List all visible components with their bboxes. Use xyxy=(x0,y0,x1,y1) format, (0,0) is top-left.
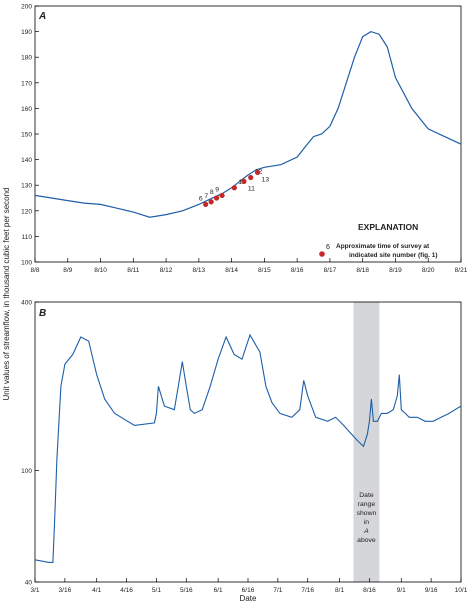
panel-a-y-tick-label: 200 xyxy=(21,4,32,11)
panel-b-y-tick-label: 40 xyxy=(25,580,33,587)
legend-marker xyxy=(319,251,325,257)
panel-a-x-tick-label: 8/11 xyxy=(127,267,140,274)
survey-site-label: 13 xyxy=(262,176,270,183)
annotation-line: in xyxy=(364,519,370,526)
annotation-line: above xyxy=(357,537,376,544)
survey-site-label: 9 xyxy=(215,186,219,193)
panel-b-y-ticks: 40 100 400 xyxy=(21,300,39,587)
survey-site-label: 7 xyxy=(204,193,208,200)
panel-a-y-tick-label: 160 xyxy=(21,106,32,113)
annotation-line: A xyxy=(363,528,369,535)
survey-marker xyxy=(241,178,247,184)
panel-a-x-tick-label: 8/17 xyxy=(324,267,337,274)
date-range-shading xyxy=(353,302,380,582)
panel-a-x-tick-label: 8/13 xyxy=(193,267,206,274)
panel-b-x-tick-label: 5/1 xyxy=(152,587,161,594)
survey-marker xyxy=(231,185,237,191)
survey-marker xyxy=(213,195,220,201)
panel-b-x-tick-label: 7/1 xyxy=(273,587,282,594)
panel-a-y-ticks: 100 110 120 130 140 150 160 170 180 190 200 xyxy=(21,4,39,267)
legend-marker-label: 6 xyxy=(326,244,330,251)
legend-text-line1: Approximate time of survey at xyxy=(336,243,430,250)
panel-a-x-tick-label: 8/10 xyxy=(94,267,107,274)
panel-b-x-tick-label: 6/1 xyxy=(214,587,223,594)
panel-a-x-tick-label: 8/9 xyxy=(63,267,72,274)
panel-b-x-tick-label: 9/16 xyxy=(425,587,438,594)
panel-a-x-tick-label: 8/18 xyxy=(356,267,369,274)
panel-b-y-tick-label: 100 xyxy=(21,468,32,475)
panel-b-x-tick-label: 3/1 xyxy=(30,587,39,594)
panel-a-x-tick-label: 8/12 xyxy=(160,267,173,274)
panel-b-x-tick-label: 8/16 xyxy=(363,587,376,594)
panel-a-y-tick-label: 170 xyxy=(21,80,32,87)
panel-b: B 40 100 400 3/1 3/16 4/1 4/16 5/1 5/16 6/1 6/16 7… xyxy=(21,300,468,595)
annotation-line: Date xyxy=(359,492,374,499)
survey-marker xyxy=(219,192,225,199)
survey-marker xyxy=(203,201,209,207)
y-axis-label: Unit values of streamflow, in thousand c… xyxy=(2,187,11,400)
panel-b-x-tick-label: 5/16 xyxy=(180,587,193,594)
panel-a-y-tick-label: 100 xyxy=(21,260,32,267)
panel-a-letter: A xyxy=(38,11,46,22)
legend-title: EXPLANATION xyxy=(358,222,418,232)
survey-site-label: 11 xyxy=(248,185,255,192)
survey-site-label: 8 xyxy=(210,189,214,196)
panel-a-x-ticks: 8/8 8/9 8/10 8/11 8/12 8/13 8/14 8/15 8/16 8/17 8/… xyxy=(30,258,468,274)
panel-b-y-tick-label: 400 xyxy=(21,300,32,307)
panel-a-y-tick-label: 110 xyxy=(22,234,33,241)
panel-a-x-tick-label: 8/15 xyxy=(258,267,271,274)
panel-a-x-tick-label: 8/8 xyxy=(30,267,39,274)
panel-b-x-tick-label: 9/1 xyxy=(397,587,406,594)
panel-b-streamflow-line xyxy=(34,333,462,563)
panel-b-x-tick-label: 10/1 xyxy=(455,587,468,594)
panel-a-x-tick-label: 8/14 xyxy=(225,267,238,274)
panel-b-x-tick-label: 3/16 xyxy=(59,587,72,594)
x-axis-label: Date xyxy=(240,594,257,603)
survey-marker xyxy=(254,169,261,175)
panel-b-x-tick-label: 8/1 xyxy=(335,587,344,594)
panel-a-survey-markers: 678910111213 xyxy=(199,169,269,207)
panel-b-x-tick-label: 4/16 xyxy=(120,587,133,594)
panel-a-y-tick-label: 150 xyxy=(21,132,32,139)
panel-b-letter: B xyxy=(39,308,46,319)
panel-b-x-tick-label: 6/16 xyxy=(242,587,255,594)
panel-b-x-tick-label: 4/1 xyxy=(92,587,101,594)
panel-b-x-tick-label: 7/16 xyxy=(301,587,314,594)
panel-a-y-tick-label: 140 xyxy=(21,157,32,164)
panel-a-x-tick-label: 8/16 xyxy=(291,267,304,274)
panel-a-y-tick-label: 130 xyxy=(21,183,32,190)
panel-a-streamflow-line xyxy=(34,30,462,218)
panel-a-y-tick-label: 120 xyxy=(21,208,32,215)
panel-a-x-tick-label: 8/20 xyxy=(422,267,435,274)
panel-a-legend: EXPLANATION 6 Approximate time of survey… xyxy=(319,222,437,259)
annotation-line: shown xyxy=(357,510,377,517)
panel-b-x-ticks: 3/1 3/16 4/1 4/16 5/1 5/16 6/1 6/16 7/1 7/16 8/1 8/… xyxy=(30,578,468,594)
panel-a-x-tick-label: 8/19 xyxy=(389,267,402,274)
panel-a-x-tick-label: 8/21 xyxy=(455,267,468,274)
annotation-line: range xyxy=(358,501,376,508)
survey-marker xyxy=(248,174,254,181)
survey-site-label: 6 xyxy=(199,195,203,202)
survey-marker xyxy=(208,199,214,205)
panel-a-y-tick-label: 180 xyxy=(21,55,32,62)
legend-text-line2: indicated site number (fig. 1) xyxy=(349,252,437,259)
panel-a-y-tick-label: 190 xyxy=(21,29,32,36)
